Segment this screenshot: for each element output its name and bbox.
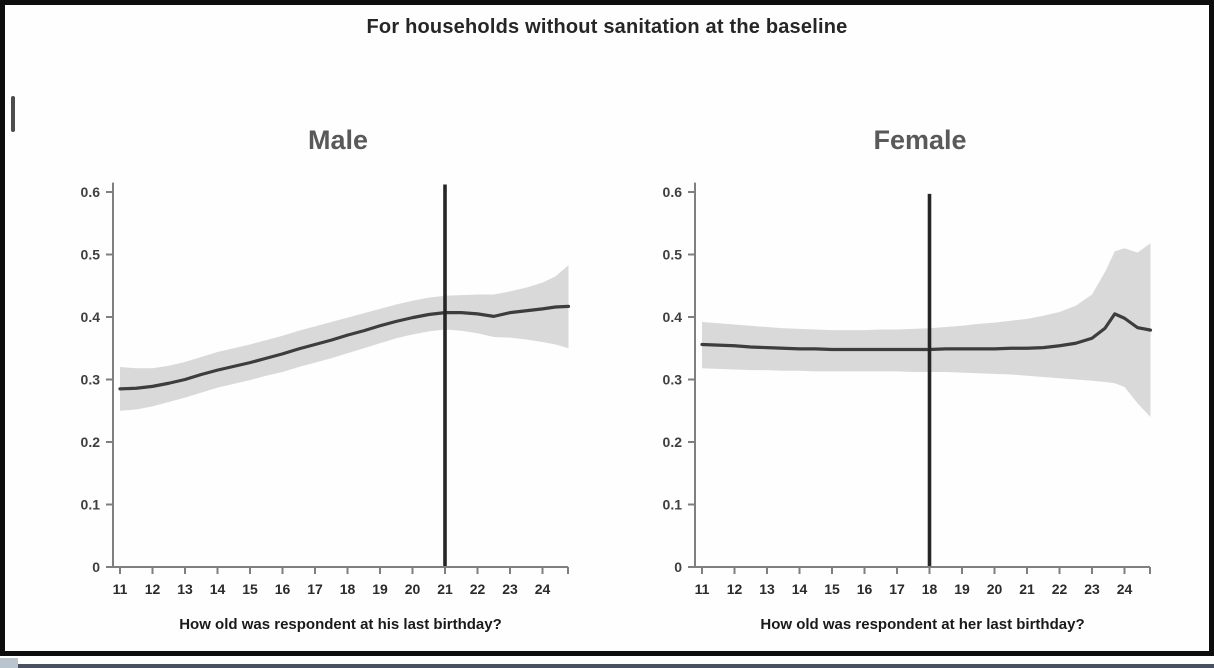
- x-tick-label: 19: [954, 581, 970, 597]
- x-tick-label: 16: [275, 581, 291, 597]
- female-panel: Female 0 0.1 0.2 0.3 0.4 0.5 0.6 11 12 13 14 15 16 17…: [640, 120, 1200, 667]
- x-tick-label: 22: [470, 581, 486, 597]
- y-tick-label: 0.4: [81, 309, 101, 325]
- y-tick-label: 0.1: [663, 497, 683, 513]
- y-tick-label: 0.5: [81, 247, 101, 263]
- x-axis-label: How old was respondent at his last birth…: [179, 616, 502, 633]
- female-chart: 0 0.1 0.2 0.3 0.4 0.5 0.6 11 12 13 14 15 16 17 18 19 20 2…: [663, 182, 1153, 633]
- window-bottom-edge: [18, 664, 1214, 668]
- y-tick-label: 0.3: [663, 372, 683, 388]
- x-tick-label: 18: [922, 581, 938, 597]
- y-tick-label: 0.4: [663, 309, 683, 325]
- x-tick-label: 17: [889, 581, 905, 597]
- confidence-band: [702, 243, 1151, 417]
- male-panel: Male 0 0.1 0.2 0.3 0.4 0.5 0.6 11 12 13 14 15 16 17 18…: [58, 120, 618, 667]
- x-tick-label: 12: [727, 581, 743, 597]
- y-tick-label: 0.3: [81, 372, 101, 388]
- x-tick-label: 19: [372, 581, 388, 597]
- x-tick-label: 11: [113, 581, 128, 597]
- female-panel-title: Female: [873, 125, 967, 155]
- estimate-line: [700, 312, 1153, 352]
- x-axis-label: How old was respondent at her last birth…: [760, 616, 1084, 633]
- y-tick-label: 0.6: [81, 184, 101, 200]
- x-tick-label: 21: [437, 581, 453, 597]
- y-tick-label: 0.6: [663, 184, 683, 200]
- x-tick-label: 20: [405, 581, 421, 597]
- x-tick-label: 18: [340, 581, 356, 597]
- y-tick-label: 0.2: [663, 434, 683, 450]
- x-tick-label: 15: [242, 581, 258, 597]
- y-tick-label: 0.2: [81, 434, 101, 450]
- x-tick-label: 12: [145, 581, 161, 597]
- x-tick-label: 24: [1117, 581, 1133, 597]
- x-tick-label: 16: [857, 581, 873, 597]
- y-tick-label: 0.5: [663, 247, 683, 263]
- x-tick-label: 13: [177, 581, 193, 597]
- x-tick-label: 11: [695, 581, 710, 597]
- confidence-band: [120, 265, 569, 411]
- x-tick-label: 15: [824, 581, 840, 597]
- x-tick-label: 23: [502, 581, 518, 597]
- x-tick-label: 14: [210, 581, 226, 597]
- window-bottom-corner: [0, 658, 18, 668]
- estimate-line: [118, 304, 571, 391]
- x-tick-label: 20: [987, 581, 1003, 597]
- x-tick-label: 17: [307, 581, 323, 597]
- x-tick-label: 13: [759, 581, 775, 597]
- x-tick-label: 22: [1052, 581, 1068, 597]
- figure-title: For households without sanitation at the…: [366, 16, 848, 38]
- male-panel-title: Male: [307, 125, 369, 155]
- x-tick-label: 23: [1084, 581, 1100, 597]
- y-tick-label: 0.1: [81, 497, 101, 513]
- y-tick-label: 0: [92, 559, 100, 575]
- y-tick-label: 0: [674, 559, 682, 575]
- x-tick-label: 24: [535, 581, 551, 597]
- x-tick-label: 14: [792, 581, 808, 597]
- male-chart: 0 0.1 0.2 0.3 0.4 0.5 0.6 11 12 13 14 15 16 17 18 19 20 2…: [81, 182, 571, 633]
- stray-cursor-mark: [11, 96, 15, 132]
- x-tick-label: 21: [1019, 581, 1035, 597]
